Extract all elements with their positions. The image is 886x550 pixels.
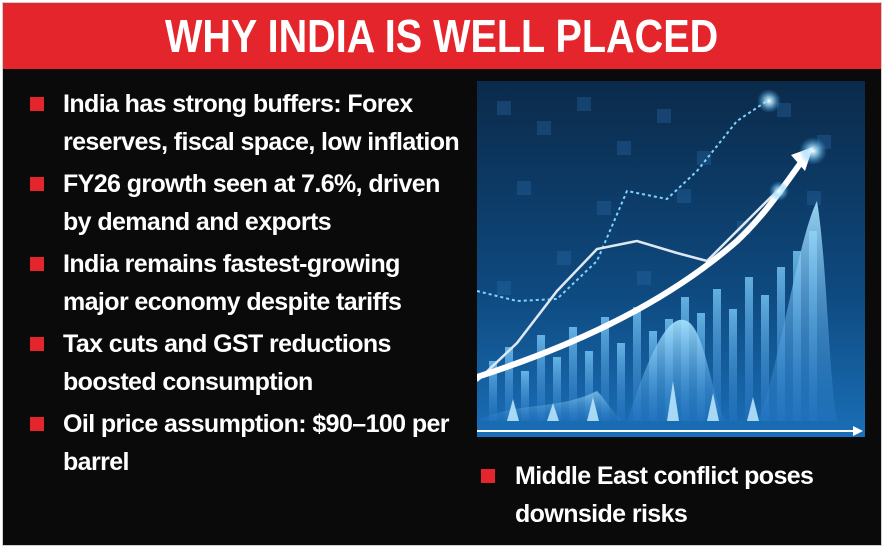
list-item: Oil price assumption: $90–100 per barrel bbox=[23, 405, 463, 481]
list-item: Tax cuts and GST reductions boosted cons… bbox=[23, 325, 463, 401]
bullet-text: India has strong buffers: Forex reserves… bbox=[63, 90, 460, 156]
list-item: Middle East conflict poses downside risk… bbox=[481, 457, 881, 533]
list-item: FY26 growth seen at 7.6%, driven by dema… bbox=[23, 165, 463, 241]
bullet-text: Tax cuts and GST reductions boosted cons… bbox=[63, 330, 391, 396]
bullet-text: Middle East conflict poses downside risk… bbox=[515, 462, 814, 528]
list-item: India remains fastest-growing major econ… bbox=[23, 245, 463, 321]
bullet-list: India has strong buffers: Forex reserves… bbox=[23, 85, 463, 485]
bullet-text: FY26 growth seen at 7.6%, driven by dema… bbox=[63, 170, 440, 236]
bullet-square-icon bbox=[30, 417, 44, 431]
list-item: India has strong buffers: Forex reserves… bbox=[23, 85, 463, 161]
page-title: WHY INDIA IS WELL PLACED bbox=[165, 10, 719, 62]
bullet-square-icon bbox=[30, 257, 44, 271]
rising-growth-chart-icon bbox=[477, 81, 865, 437]
title-banner: WHY INDIA IS WELL PLACED bbox=[3, 3, 881, 69]
bullet-square-icon bbox=[481, 469, 495, 483]
bullet-square-icon bbox=[30, 177, 44, 191]
bullet-text: India remains fastest-growing major econ… bbox=[63, 250, 402, 316]
bullet-square-icon bbox=[30, 97, 44, 111]
bullet-text: Oil price assumption: $90–100 per barrel bbox=[63, 410, 450, 476]
bullet-square-icon bbox=[30, 337, 44, 351]
